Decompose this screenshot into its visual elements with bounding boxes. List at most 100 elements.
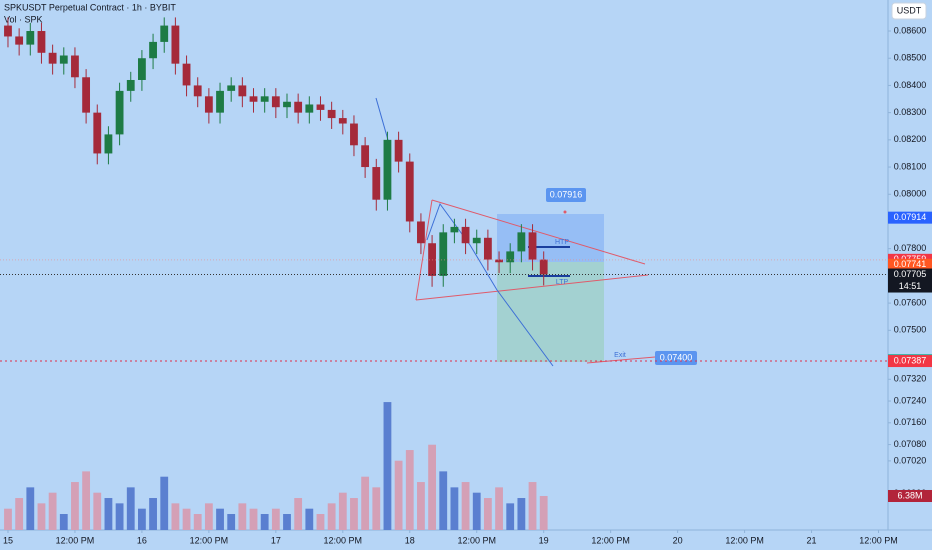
volume-bar: [361, 476, 370, 530]
volume-bar: [37, 503, 46, 530]
y-tick-label: 0.07320: [894, 374, 927, 384]
volume-bar: [528, 482, 537, 530]
volume-bar: [182, 508, 191, 530]
htp-text: HTP: [555, 239, 569, 246]
x-tick-label: 12:00 PM: [591, 535, 630, 545]
x-tick-label: 12:00 PM: [859, 535, 898, 545]
volume-bar: [171, 503, 180, 530]
x-tick-label: 18: [405, 535, 415, 545]
candle-body: [417, 221, 425, 244]
candle-body: [283, 101, 291, 108]
candle-body: [138, 58, 146, 80]
volume-bar: [160, 476, 169, 530]
x-tick-label: 12:00 PM: [725, 535, 764, 545]
price-badge-label: 0.07705: [894, 269, 927, 279]
candle-body: [506, 251, 515, 263]
volume-bar: [394, 460, 403, 530]
candle-body: [193, 85, 202, 97]
candle-body: [383, 139, 392, 200]
target-dot: [563, 210, 567, 214]
currency-button[interactable]: [891, 2, 927, 20]
candle-body: [93, 112, 102, 154]
y-tick-label: 0.08400: [894, 80, 927, 90]
volume-bar: [350, 498, 358, 530]
candle-body: [405, 161, 414, 222]
y-tick-label: 0.08200: [894, 134, 927, 144]
volume-bar: [305, 508, 314, 530]
candle-body: [48, 52, 57, 64]
ltp-text: LTP: [556, 279, 569, 286]
volume-title: Vol · SPK: [4, 14, 43, 24]
candle-body: [338, 118, 347, 124]
y-tick-label: 0.08000: [894, 189, 927, 199]
candle-body: [472, 237, 481, 244]
candle-body: [305, 104, 314, 113]
volume-bar: [216, 508, 224, 530]
y-tick-label: 0.07020: [894, 455, 927, 465]
volume-bar: [316, 514, 325, 530]
x-tick-label: 15: [3, 535, 13, 545]
volume-bar: [405, 450, 414, 530]
volume-bar: [517, 498, 526, 530]
price-badge: [888, 268, 932, 293]
y-tick-label: 0.07080: [894, 439, 927, 449]
candle-body: [350, 123, 358, 146]
y-tick-label: 0.07500: [894, 325, 927, 335]
volume-badge-label: 6.38M: [897, 490, 922, 500]
upper-trendline: [431, 199, 646, 265]
candle-body: [294, 101, 303, 113]
volume-bar: [495, 487, 503, 530]
candle-body: [26, 31, 35, 45]
chart-title: SPKUSDT Perpetual Contract · 1h · BYBIT: [4, 2, 176, 12]
volume-bar: [338, 492, 347, 530]
wave-line: [375, 97, 389, 141]
currency[interactable]: USDT: [897, 5, 922, 15]
price-badge: [888, 258, 932, 271]
candle-body: [327, 109, 336, 119]
exit-text: Exit: [614, 352, 626, 359]
volume-bar: [15, 498, 24, 530]
candle-body: [461, 226, 470, 244]
y-tick-label: 0.08300: [894, 107, 927, 117]
candle-body: [160, 25, 169, 42]
candle-body: [204, 96, 213, 113]
price-badge-label: 0.07387: [894, 355, 927, 365]
countdown: 14:51: [899, 281, 922, 291]
candle-body: [37, 31, 46, 53]
candle-body: [149, 41, 157, 59]
volume-bar: [417, 482, 425, 530]
y-tick-label: 0.08500: [894, 53, 927, 63]
y-tick-label: 0.08100: [894, 161, 927, 171]
candle-body: [82, 77, 91, 113]
volume-bar: [249, 508, 258, 530]
candle-body: [249, 96, 258, 102]
volume-bar: [149, 498, 157, 530]
volume-bar: [271, 508, 280, 530]
target-text: 0.07916: [550, 189, 583, 199]
y-tick-label: 0.07600: [894, 297, 927, 307]
volume-bar: [193, 514, 202, 530]
volume-bar: [59, 514, 68, 530]
candle-body: [495, 259, 503, 263]
volume-bar: [82, 471, 91, 530]
candle-body: [483, 237, 492, 260]
candle-body: [182, 63, 191, 86]
candle-body: [528, 232, 537, 260]
volume-bar: [227, 514, 236, 530]
volume-bar: [238, 503, 247, 530]
volume-bar: [539, 495, 548, 530]
price-badge-label: 0.07741: [894, 259, 927, 269]
x-tick-label: 19: [539, 535, 549, 545]
y-tick-label: 0.08600: [894, 25, 927, 35]
candle-body: [238, 85, 247, 97]
volume-bar: [506, 503, 515, 530]
stop-text: 0.07400: [660, 352, 693, 362]
triangle-side: [415, 199, 433, 301]
candle-body: [361, 145, 370, 168]
y-tick-label: 0.07160: [894, 417, 927, 427]
x-tick-label: 12:00 PM: [324, 535, 363, 545]
volume-bar: [93, 492, 102, 530]
volume-bar: [383, 402, 392, 530]
candle-body: [115, 90, 124, 135]
candle-body: [450, 226, 459, 233]
